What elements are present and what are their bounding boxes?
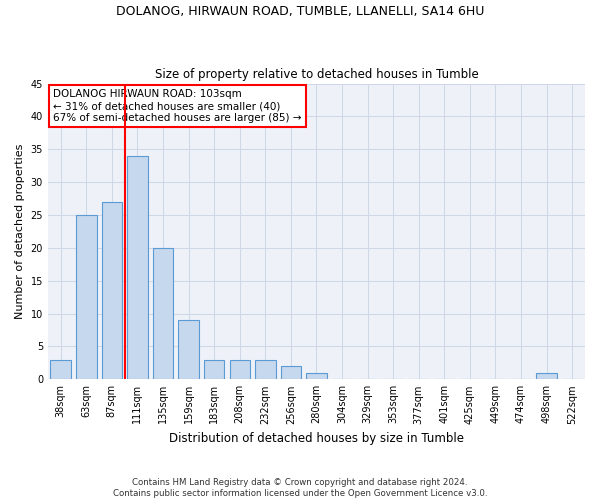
X-axis label: Distribution of detached houses by size in Tumble: Distribution of detached houses by size … xyxy=(169,432,464,445)
Bar xyxy=(153,248,173,380)
Bar xyxy=(178,320,199,380)
Bar xyxy=(50,360,71,380)
Bar xyxy=(306,372,326,380)
Text: DOLANOG HIRWAUN ROAD: 103sqm
← 31% of detached houses are smaller (40)
67% of se: DOLANOG HIRWAUN ROAD: 103sqm ← 31% of de… xyxy=(53,90,302,122)
Bar xyxy=(76,215,97,380)
Bar xyxy=(281,366,301,380)
Text: DOLANOG, HIRWAUN ROAD, TUMBLE, LLANELLI, SA14 6HU: DOLANOG, HIRWAUN ROAD, TUMBLE, LLANELLI,… xyxy=(116,5,484,18)
Bar xyxy=(230,360,250,380)
Bar xyxy=(204,360,224,380)
Title: Size of property relative to detached houses in Tumble: Size of property relative to detached ho… xyxy=(155,68,478,81)
Text: Contains HM Land Registry data © Crown copyright and database right 2024.
Contai: Contains HM Land Registry data © Crown c… xyxy=(113,478,487,498)
Y-axis label: Number of detached properties: Number of detached properties xyxy=(15,144,25,319)
Bar xyxy=(255,360,275,380)
Bar xyxy=(101,202,122,380)
Bar xyxy=(536,372,557,380)
Bar xyxy=(127,156,148,380)
